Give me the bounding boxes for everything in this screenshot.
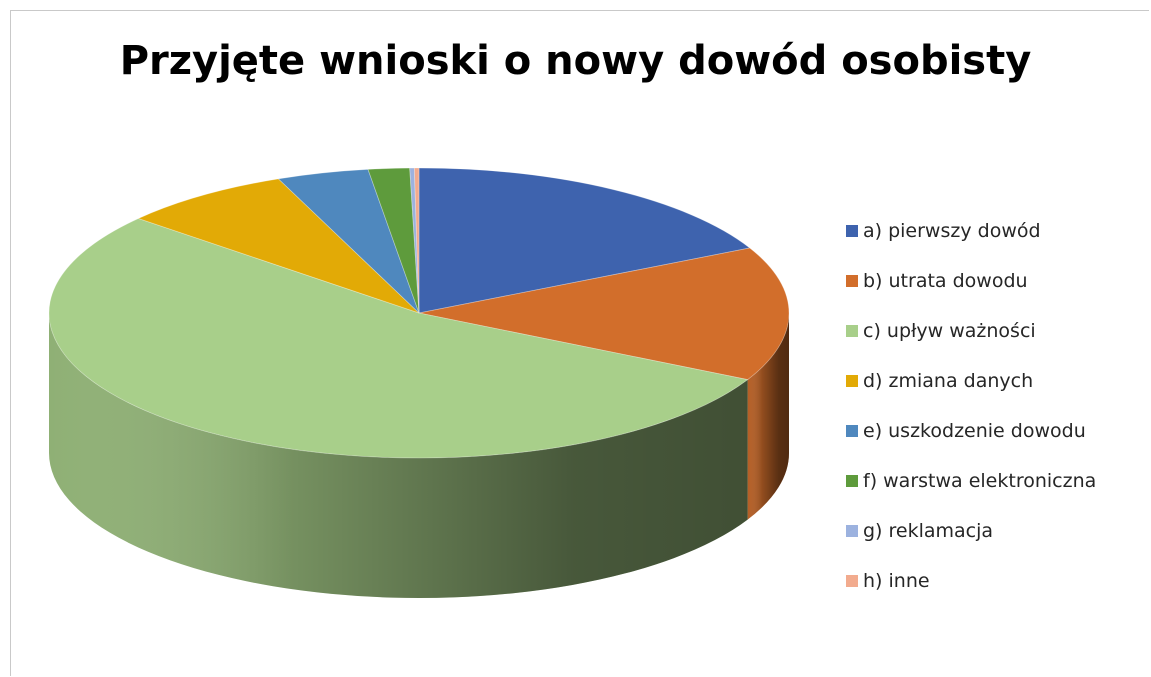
legend-swatch [846, 475, 858, 487]
legend-swatch [846, 225, 858, 237]
legend-swatch [846, 525, 858, 537]
pie-slice-g [409, 167, 420, 314]
legend-label: e) uszkodzenie dowodu [863, 420, 1086, 442]
legend-label: c) upływ ważności [863, 320, 1036, 342]
pie-slice-e [277, 168, 420, 314]
legend-swatch [846, 325, 858, 337]
legend-item: b) utrata dowodu [846, 256, 1096, 306]
pie-slice-a [418, 167, 751, 314]
pie-slice-h [413, 167, 420, 314]
pie-slice-f [367, 167, 420, 314]
legend-label: a) pierwszy dowód [863, 220, 1041, 242]
legend-label: d) zmiana danych [863, 370, 1034, 392]
legend-swatch [846, 375, 858, 387]
legend-item: a) pierwszy dowód [846, 206, 1096, 256]
legend-label: f) warstwa elektroniczna [863, 470, 1097, 492]
legend-item: f) warstwa elektroniczna [846, 456, 1096, 506]
legend: a) pierwszy dowód b) utrata dowodu c) upły… [846, 206, 1096, 606]
legend-item: e) uszkodzenie dowodu [846, 406, 1096, 456]
legend-label: h) inne [863, 570, 930, 592]
legend-swatch [846, 425, 858, 437]
chart-area [10, 10, 1149, 676]
legend-item: g) reklamacja [846, 506, 1096, 556]
pie-slice-side-shading [747, 313, 789, 520]
pie-slice-side-shading [49, 313, 748, 599]
pie-slice-b [418, 247, 790, 381]
legend-item: h) inne [846, 556, 1096, 606]
legend-swatch [846, 275, 858, 287]
legend-label: g) reklamacja [863, 520, 994, 542]
pie-slice-c [48, 218, 749, 459]
legend-item: d) zmiana danych [846, 356, 1096, 406]
pie-slice-d [137, 178, 420, 314]
legend-swatch [846, 575, 858, 587]
chart-title: Przyjęte wnioski o nowy dowód osobisty [119, 38, 1032, 84]
legend-label: b) utrata dowodu [863, 270, 1028, 292]
legend-item: c) upływ ważności [846, 306, 1096, 356]
